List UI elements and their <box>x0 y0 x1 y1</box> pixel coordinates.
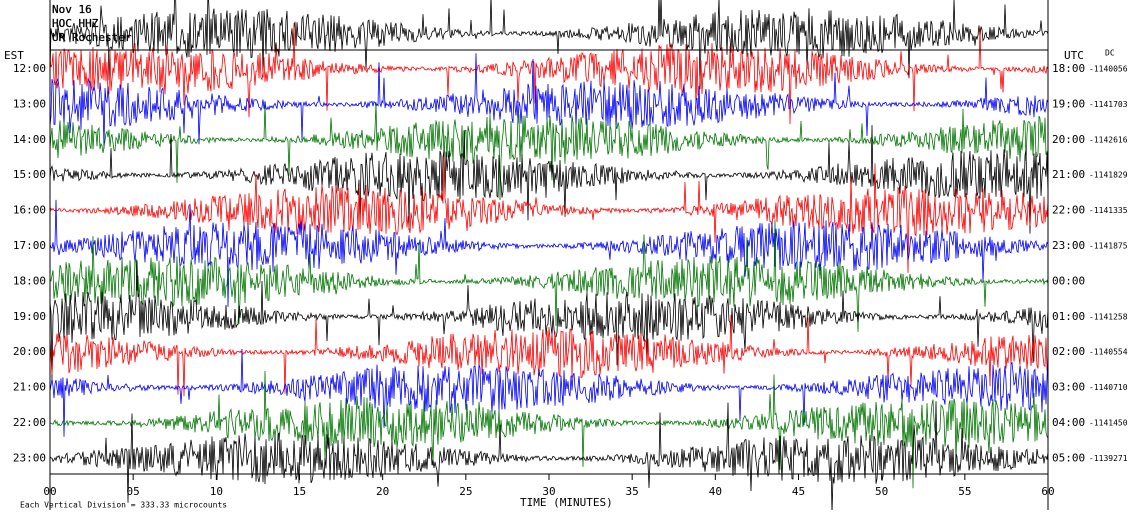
dc-value: -1141335 <box>1089 206 1128 215</box>
dc-value: -1140554 <box>1089 348 1128 357</box>
x-tick-label: 50 <box>875 485 888 498</box>
est-hour: 16:00 <box>13 204 46 217</box>
header-line: HOC HHZ <box>52 17 99 30</box>
x-axis-label: TIME (MINUTES) <box>520 496 613 509</box>
utc-hour: 00:00 <box>1052 274 1085 287</box>
utc-hour: 18:00 <box>1052 62 1085 75</box>
dc-value: -1141875 <box>1089 242 1128 251</box>
dc-value: -1141829 <box>1089 171 1128 180</box>
dc-value: -1141703 <box>1089 100 1128 109</box>
trace <box>50 157 1048 273</box>
trace <box>50 0 1048 90</box>
x-tick-label: 30 <box>542 485 555 498</box>
est-label: EST <box>4 49 24 62</box>
utc-hour: 20:00 <box>1052 133 1085 146</box>
est-hour: 23:00 <box>13 451 46 464</box>
x-tick-label: 40 <box>709 485 722 498</box>
x-tick-label: 05 <box>127 485 140 498</box>
est-hour: 13:00 <box>13 97 46 110</box>
traces <box>50 0 1048 510</box>
utc-hour: 22:00 <box>1052 204 1085 217</box>
header-line: UR Rochester <box>52 31 132 44</box>
utc-label: UTC <box>1064 49 1084 62</box>
x-tick-label: 25 <box>459 485 472 498</box>
utc-hour: 19:00 <box>1052 97 1085 110</box>
x-tick-label: 35 <box>626 485 639 498</box>
utc-hour: 21:00 <box>1052 168 1085 181</box>
trace <box>50 219 1048 332</box>
trace <box>50 370 1048 489</box>
est-hour: 20:00 <box>13 345 46 358</box>
x-tick-label: 55 <box>958 485 971 498</box>
x-tick-label: 20 <box>376 485 389 498</box>
dc-value: -1140056 <box>1089 65 1128 74</box>
trace <box>50 199 1048 307</box>
trace <box>50 22 1048 125</box>
dc-label: DC <box>1105 49 1115 58</box>
est-hour: 15:00 <box>13 168 46 181</box>
trace <box>50 260 1048 381</box>
dc-value: -1140710 <box>1089 383 1128 392</box>
est-hour: 17:00 <box>13 239 46 252</box>
footer: Each Vertical Division = 333.33 microcou… <box>20 501 227 510</box>
trace <box>50 314 1048 397</box>
est-hour: 14:00 <box>13 133 46 146</box>
dc-value: -1141258 <box>1089 312 1128 321</box>
utc-hour: 04:00 <box>1052 416 1085 429</box>
trace <box>50 125 1048 234</box>
est-hour: 18:00 <box>13 274 46 287</box>
x-tick-label: 15 <box>293 485 306 498</box>
x-tick-label: 60 <box>1041 485 1054 498</box>
dc-value: -1139271 <box>1089 454 1128 463</box>
utc-hour: 05:00 <box>1052 451 1085 464</box>
est-hour: 22:00 <box>13 416 46 429</box>
est-hour: 12:00 <box>13 62 46 75</box>
utc-hour: 03:00 <box>1052 381 1085 394</box>
dc-value: -1141450 <box>1089 419 1128 428</box>
est-hour: 19:00 <box>13 310 46 323</box>
est-hour: 21:00 <box>13 381 46 394</box>
x-tick-label: 45 <box>792 485 805 498</box>
trace <box>50 102 1048 201</box>
x-tick-label: 10 <box>210 485 223 498</box>
utc-hour: 01:00 <box>1052 310 1085 323</box>
x-tick-label: 00 <box>43 485 56 498</box>
dc-value: -1142616 <box>1089 135 1128 144</box>
utc-hour: 02:00 <box>1052 345 1085 358</box>
trace <box>50 348 1048 437</box>
trace <box>50 53 1048 149</box>
utc-hour: 23:00 <box>1052 239 1085 252</box>
header-line: Nov 16 <box>52 3 92 16</box>
